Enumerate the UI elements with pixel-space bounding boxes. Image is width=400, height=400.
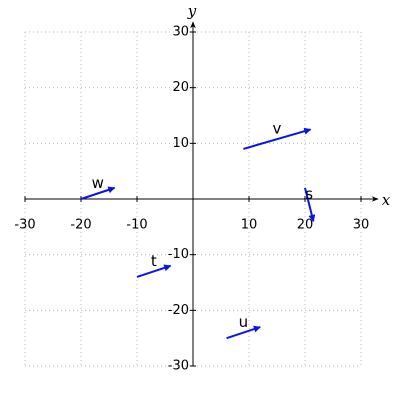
vector-arrow [80,186,116,200]
y-tick-label: -20 [168,303,189,318]
y-tick-label: -30 [168,359,189,374]
x-tick-label: 10 [241,218,258,233]
y-tick-label: 20 [172,80,189,95]
vector-label: w [92,174,104,192]
y-axis-label: y [187,2,197,20]
vector-label: s [305,185,313,203]
vector-arrow [136,264,172,278]
vector-label: v [273,120,282,138]
vector-arrow [243,127,312,150]
x-tick-label: -10 [126,218,147,233]
vector-label: t [151,252,157,270]
vector-arrow [226,325,261,340]
x-tick-label: 30 [353,218,370,233]
y-tick-label: 10 [172,136,189,151]
x-axis-label: x [382,191,391,209]
y-tick-label: 30 [172,25,189,40]
vector-arrow [304,187,316,222]
y-tick-label: -10 [168,247,189,262]
x-tick-label: 20 [297,218,314,233]
x-tick-label: -30 [14,218,35,233]
vector-label: u [239,313,249,331]
x-tick-label: -20 [70,218,91,233]
